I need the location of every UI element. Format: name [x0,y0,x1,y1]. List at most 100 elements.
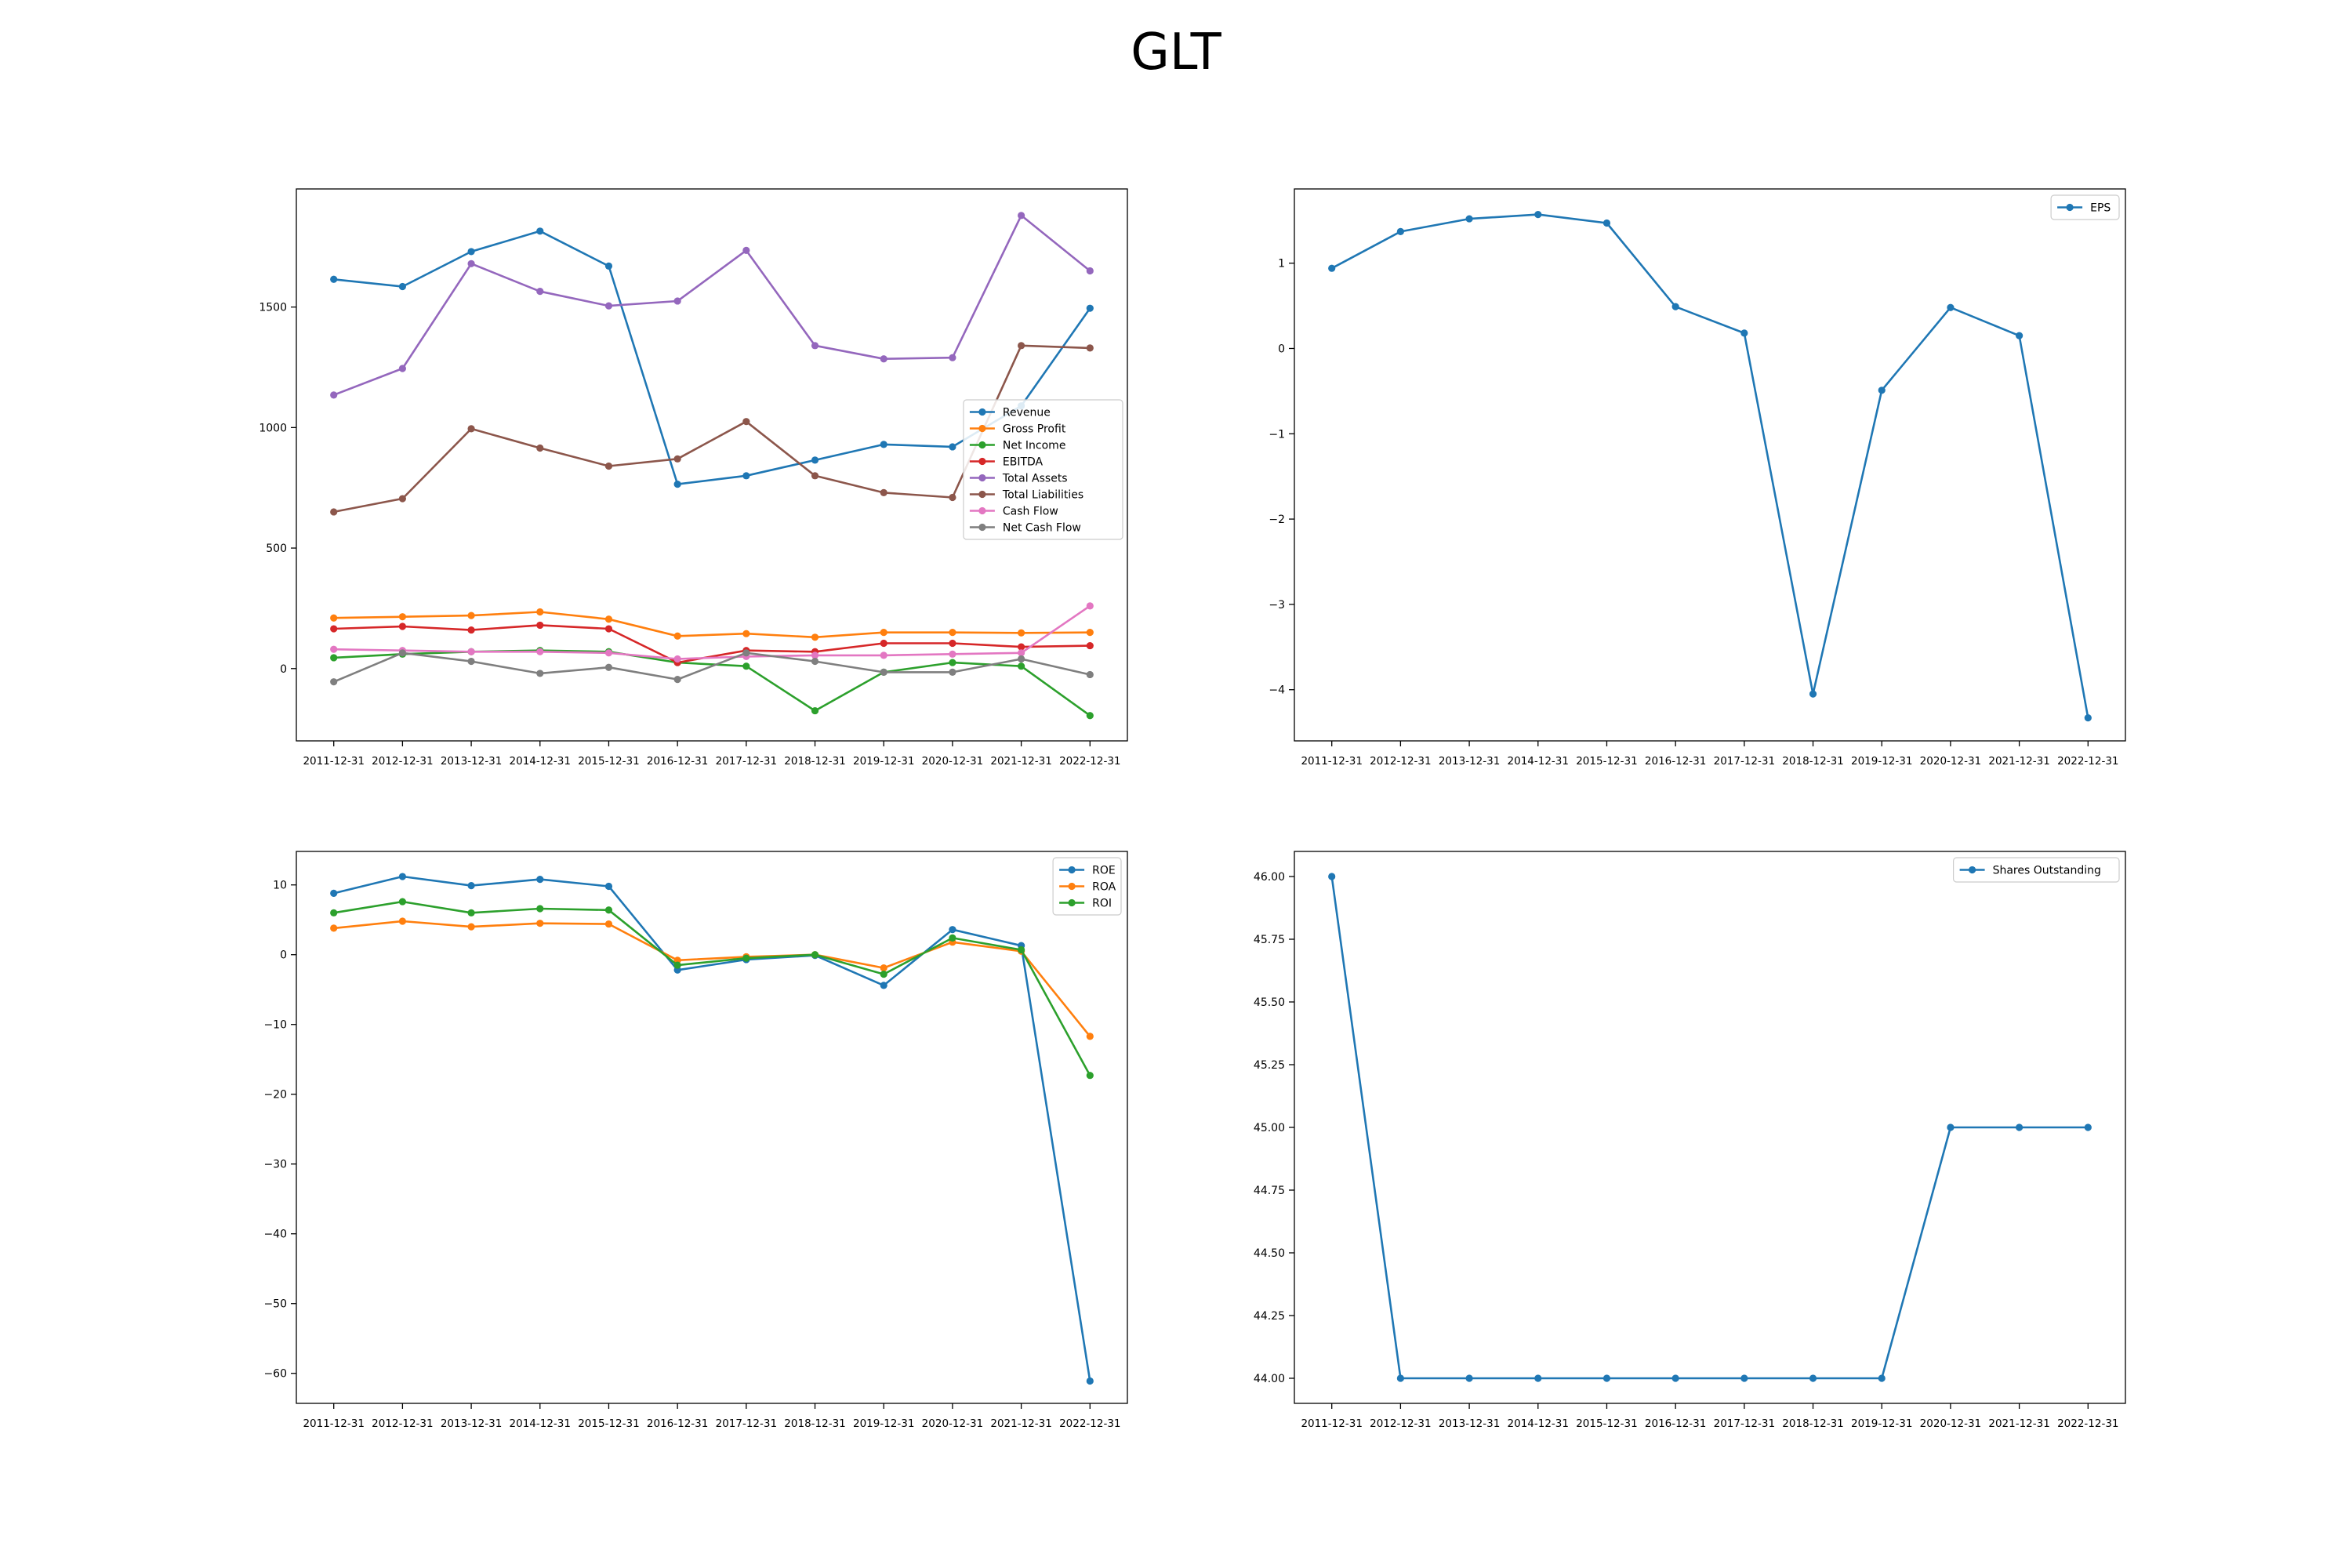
series-line [333,900,1091,1076]
data-point [467,626,475,634]
y-tick-label: −60 [263,1368,287,1381]
legend-label: Shares Outstanding [1993,865,2101,877]
legend-entry: Total Liabilities [969,489,1083,502]
data-point [1947,303,1955,311]
legend: Shares Outstanding [1953,857,2120,883]
data-point [880,355,887,363]
data-point [673,480,681,488]
data-point [1086,304,1094,312]
x-tick-label: 2017-12-31 [716,755,777,768]
legend-label: ROA [1092,881,1116,894]
x-tick-label: 2014-12-31 [1508,755,1569,768]
x-tick-label: 2015-12-31 [1576,1417,1637,1430]
x-tick-label: 2021-12-31 [1988,755,2049,768]
x-tick-label: 2012-12-31 [372,1417,433,1430]
legend-label: EPS [2090,202,2111,215]
y-tick-label: 45.25 [1254,1059,1285,1072]
y-tick-label: 1500 [259,302,287,314]
data-point [1018,649,1025,657]
data-point [398,898,406,906]
data-point [1086,670,1094,679]
y-tick-label: −10 [263,1019,287,1032]
data-point [1671,1374,1679,1382]
x-tick-label: 2022-12-31 [1059,755,1120,768]
x-tick-label: 2018-12-31 [784,755,845,768]
data-point [1534,1374,1542,1382]
legend-marker [978,474,986,482]
legend-label: Cash Flow [1003,506,1058,518]
data-point [604,262,613,270]
legend-label: ROE [1092,865,1116,877]
subplot-3: 2011-12-31 2012-12-31 2013-12-31 2014-12-31… [263,851,1128,1430]
data-point [1086,641,1094,650]
data-point [467,425,475,433]
data-point [1018,212,1025,220]
data-point [330,645,338,653]
y-tick-label: −4 [1269,684,1285,697]
y-tick-label: −50 [263,1298,287,1311]
data-point [949,354,956,361]
x-tick-label: 2014-12-31 [1508,1417,1569,1430]
data-point [811,657,819,666]
legend-frame [963,399,1123,540]
series-line [333,920,1091,1037]
x-tick-label: 2012-12-31 [372,755,433,768]
legend: ROE ROA ROI [1052,857,1122,916]
y-tick-label: −20 [263,1089,287,1102]
data-point [880,488,887,496]
x-tick-label: 2011-12-31 [303,755,364,768]
legend-marker [978,506,986,515]
data-point [604,625,613,633]
data-point [398,649,406,657]
data-point [2084,1123,2092,1131]
legend-frame [1953,857,2120,883]
legend-entry: EBITDA [969,456,1044,469]
x-tick-label: 2020-12-31 [1920,1417,1981,1430]
y-tick-label: 1 [1278,258,1285,270]
x-tick-label: 2017-12-31 [1714,755,1775,768]
data-point [1018,629,1025,637]
data-point [1328,873,1336,880]
data-point [330,678,338,686]
series-ebitda [330,621,1094,666]
legend-label: Revenue [1003,407,1051,419]
data-point [949,493,956,502]
x-tick-label: 2019-12-31 [853,755,914,768]
legend-entry: Shares Outstanding [1959,865,2101,877]
data-point [1018,655,1025,663]
data-point [880,964,887,972]
axes-frame [296,188,1128,742]
legend-entry: ROE [1059,865,1116,877]
x-tick-label: 2021-12-31 [1988,1417,2049,1430]
data-point [742,472,750,480]
y-tick-label: 0 [1278,343,1285,355]
axes-frame [296,851,1128,1404]
series-cash-flow [330,602,1094,663]
data-point [811,951,819,959]
legend-marker [1068,866,1076,874]
data-point [536,608,544,616]
legend-label: Total Liabilities [1002,489,1083,502]
x-tick-label: 2020-12-31 [1920,755,1981,768]
series-line [333,652,1091,683]
data-point [742,418,750,426]
x-tick-label: 2022-12-31 [2057,755,2118,768]
data-point [604,906,613,914]
legend-marker [978,490,986,499]
y-tick-label: −2 [1269,514,1285,526]
data-point [330,924,338,932]
data-point [880,982,887,989]
legend-marker [1969,866,1976,874]
data-point [398,873,406,880]
x-tick-label: 2018-12-31 [1782,755,1843,768]
axes-frame [1294,851,2126,1404]
data-point [1086,629,1094,637]
data-point [1396,227,1404,236]
subplot-grid: 2011-12-31 2012-12-31 2013-12-31 2014-12-31… [259,188,2126,1430]
x-tick-label: 2020-12-31 [922,755,983,768]
data-point [742,662,750,670]
x-tick-label: 2012-12-31 [1370,755,1431,768]
y-tick-label: 1000 [259,422,287,434]
axes-frame [1294,188,2126,742]
series-roi [330,898,1094,1080]
